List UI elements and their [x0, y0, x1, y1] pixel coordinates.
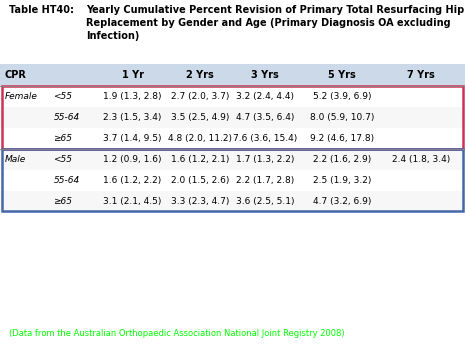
Text: 5 Yrs: 5 Yrs	[328, 70, 356, 80]
FancyBboxPatch shape	[0, 86, 465, 107]
FancyBboxPatch shape	[0, 107, 465, 128]
FancyBboxPatch shape	[0, 191, 465, 211]
Text: Female: Female	[5, 92, 38, 101]
Text: 7 Yrs: 7 Yrs	[407, 70, 435, 80]
Text: ≥65: ≥65	[53, 134, 73, 143]
Text: 3.5 (2.5, 4.9): 3.5 (2.5, 4.9)	[171, 113, 229, 122]
Text: 1.2 (0.9, 1.6): 1.2 (0.9, 1.6)	[103, 155, 162, 164]
Text: <55: <55	[53, 155, 73, 164]
Text: 2.4 (1.8, 3.4): 2.4 (1.8, 3.4)	[392, 155, 450, 164]
Text: 3.1 (2.1, 4.5): 3.1 (2.1, 4.5)	[103, 197, 162, 206]
Text: 3.7 (1.4, 9.5): 3.7 (1.4, 9.5)	[103, 134, 162, 143]
Text: 3 Yrs: 3 Yrs	[251, 70, 279, 80]
Text: 1 Yr: 1 Yr	[121, 70, 144, 80]
Text: 5.2 (3.9, 6.9): 5.2 (3.9, 6.9)	[312, 92, 371, 101]
Text: CPR: CPR	[5, 70, 27, 80]
Text: Yearly Cumulative Percent Revision of Primary Total Resurfacing Hip
Replacement : Yearly Cumulative Percent Revision of Pr…	[86, 5, 464, 41]
Text: 1.9 (1.3, 2.8): 1.9 (1.3, 2.8)	[103, 92, 162, 101]
Text: 1.6 (1.2, 2.1): 1.6 (1.2, 2.1)	[171, 155, 229, 164]
Text: ≥65: ≥65	[53, 197, 73, 206]
FancyBboxPatch shape	[0, 128, 465, 149]
Text: 2.7 (2.0, 3.7): 2.7 (2.0, 3.7)	[171, 92, 229, 101]
Text: 4.7 (3.2, 6.9): 4.7 (3.2, 6.9)	[312, 197, 371, 206]
Text: 2.3 (1.5, 3.4): 2.3 (1.5, 3.4)	[103, 113, 162, 122]
Text: 2.0 (1.5, 2.6): 2.0 (1.5, 2.6)	[171, 176, 229, 185]
Text: 1.7 (1.3, 2.2): 1.7 (1.3, 2.2)	[236, 155, 294, 164]
FancyBboxPatch shape	[0, 64, 465, 86]
Text: (Data from the Australian Orthopaedic Association National Joint Registry 2008): (Data from the Australian Orthopaedic As…	[9, 329, 345, 338]
Text: 2.2 (1.6, 2.9): 2.2 (1.6, 2.9)	[312, 155, 371, 164]
Text: 2 Yrs: 2 Yrs	[186, 70, 214, 80]
Text: 1.6 (1.2, 2.2): 1.6 (1.2, 2.2)	[103, 176, 162, 185]
FancyBboxPatch shape	[0, 149, 465, 170]
Text: 2.5 (1.9, 3.2): 2.5 (1.9, 3.2)	[312, 176, 371, 185]
Text: 55-64: 55-64	[53, 176, 80, 185]
Text: 4.7 (3.5, 6.4): 4.7 (3.5, 6.4)	[236, 113, 294, 122]
Text: 3.3 (2.3, 4.7): 3.3 (2.3, 4.7)	[171, 197, 229, 206]
Text: 55-64: 55-64	[53, 113, 80, 122]
Text: 9.2 (4.6, 17.8): 9.2 (4.6, 17.8)	[310, 134, 374, 143]
Text: 3.6 (2.5, 5.1): 3.6 (2.5, 5.1)	[236, 197, 294, 206]
Text: Male: Male	[5, 155, 26, 164]
Text: 4.8 (2.0, 11.2): 4.8 (2.0, 11.2)	[168, 134, 232, 143]
Text: 8.0 (5.9, 10.7): 8.0 (5.9, 10.7)	[310, 113, 374, 122]
Text: 2.2 (1.7, 2.8): 2.2 (1.7, 2.8)	[236, 176, 294, 185]
Text: <55: <55	[53, 92, 73, 101]
Text: Table HT40:: Table HT40:	[9, 5, 74, 15]
Text: 3.2 (2.4, 4.4): 3.2 (2.4, 4.4)	[236, 92, 294, 101]
FancyBboxPatch shape	[0, 170, 465, 191]
Text: 7.6 (3.6, 15.4): 7.6 (3.6, 15.4)	[233, 134, 297, 143]
